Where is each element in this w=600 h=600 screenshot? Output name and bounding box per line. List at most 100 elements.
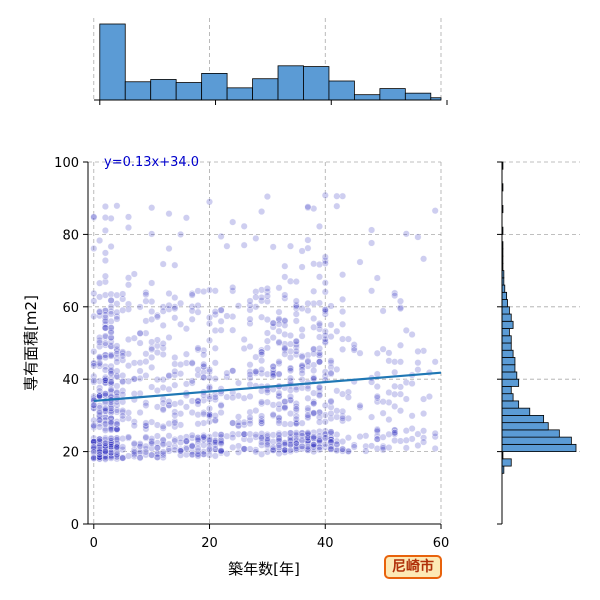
scatter-point xyxy=(205,366,213,374)
scatter-point xyxy=(159,350,167,358)
scatter-point xyxy=(182,403,190,411)
scatter-point xyxy=(234,442,242,450)
scatter-point xyxy=(344,434,352,442)
scatter-point xyxy=(101,424,109,432)
scatter-point xyxy=(350,441,358,449)
scatter-point xyxy=(287,364,295,372)
scatter-point xyxy=(287,429,295,437)
scatter-point xyxy=(252,407,260,415)
scatter-point xyxy=(148,204,156,212)
scatter-point xyxy=(397,305,405,313)
scatter-point xyxy=(188,379,196,387)
scatter-point xyxy=(263,297,271,305)
scatter-point xyxy=(298,384,306,392)
scatter-point xyxy=(211,375,219,383)
scatter-point xyxy=(101,404,109,412)
scatter-point xyxy=(229,443,237,451)
scatter-point xyxy=(414,366,422,374)
scatter-point xyxy=(321,401,329,409)
scatter-point xyxy=(316,299,324,307)
top-histogram-bar xyxy=(354,94,381,101)
right-histogram-bar xyxy=(501,393,514,402)
scatter-point xyxy=(171,423,179,431)
scatter-point xyxy=(356,349,364,357)
scatter-point xyxy=(90,445,98,453)
scatter-point xyxy=(223,312,231,320)
scatter-point xyxy=(142,297,150,305)
scatter-point xyxy=(420,427,428,435)
scatter-point xyxy=(119,349,127,357)
scatter-point xyxy=(171,381,179,389)
scatter-point xyxy=(205,198,213,206)
scatter-point xyxy=(304,357,312,365)
scatter-point xyxy=(130,448,138,456)
scatter-point xyxy=(304,307,312,315)
x-tick-label: 60 xyxy=(433,536,450,551)
scatter-point xyxy=(298,247,306,255)
scatter-point xyxy=(402,427,410,435)
scatter-point xyxy=(90,392,98,400)
scatter-point xyxy=(96,359,104,367)
scatter-point xyxy=(339,192,347,200)
scatter-point xyxy=(194,397,202,405)
scatter-point xyxy=(136,440,144,448)
scatter-point xyxy=(252,433,260,441)
scatter-point xyxy=(119,348,127,356)
scatter-point xyxy=(263,442,271,450)
scatter-point xyxy=(107,334,115,342)
right-histogram-bar xyxy=(501,306,510,315)
scatter-point xyxy=(148,344,156,352)
scatter-point xyxy=(142,445,150,453)
scatter-point xyxy=(397,437,405,445)
scatter-point xyxy=(148,308,156,316)
scatter-point xyxy=(113,434,121,442)
top-histogram-bar xyxy=(124,81,152,101)
scatter-point xyxy=(287,277,295,285)
scatter-point xyxy=(194,287,202,295)
scatter-point xyxy=(246,445,254,453)
scatter-point xyxy=(246,297,254,305)
scatter-point xyxy=(159,260,167,268)
scatter-point xyxy=(379,345,387,353)
scatter-point xyxy=(96,437,104,445)
scatter-point xyxy=(385,416,393,424)
scatter-point xyxy=(333,327,341,335)
scatter-point xyxy=(194,308,202,316)
right-histogram-bar xyxy=(501,357,516,366)
scatter-point xyxy=(385,389,393,397)
scatter-point xyxy=(327,397,335,405)
scatter-point xyxy=(321,257,329,265)
scatter-point xyxy=(107,385,115,393)
scatter-point xyxy=(333,387,341,395)
scatter-point xyxy=(96,334,104,342)
top-histogram-bar xyxy=(226,87,253,101)
scatter-point xyxy=(414,233,422,241)
scatter-point xyxy=(327,333,335,341)
scatter-point xyxy=(130,334,138,342)
scatter-point xyxy=(182,359,190,367)
top-histogram-bar xyxy=(150,79,177,101)
scatter-point xyxy=(130,270,138,278)
scatter-point xyxy=(113,367,121,375)
scatter-point xyxy=(281,344,289,352)
scatter-point xyxy=(263,344,271,352)
scatter-point xyxy=(101,341,109,349)
scatter-point xyxy=(292,343,300,351)
right-histogram-bar xyxy=(501,378,520,387)
scatter-point xyxy=(310,361,318,369)
scatter-point xyxy=(356,402,364,410)
scatter-point xyxy=(182,325,190,333)
scatter-point xyxy=(234,418,242,426)
scatter-point xyxy=(368,287,376,295)
scatter-point xyxy=(101,375,109,383)
scatter-point xyxy=(223,432,231,440)
scatter-point xyxy=(292,444,300,452)
scatter-point xyxy=(258,208,266,216)
scatter-point xyxy=(101,455,109,463)
scatter-point xyxy=(281,420,289,428)
scatter-point xyxy=(130,390,138,398)
scatter-point xyxy=(310,315,318,323)
scatter-point xyxy=(397,341,405,349)
scatter-point xyxy=(136,367,144,375)
scatter-point xyxy=(281,317,289,325)
